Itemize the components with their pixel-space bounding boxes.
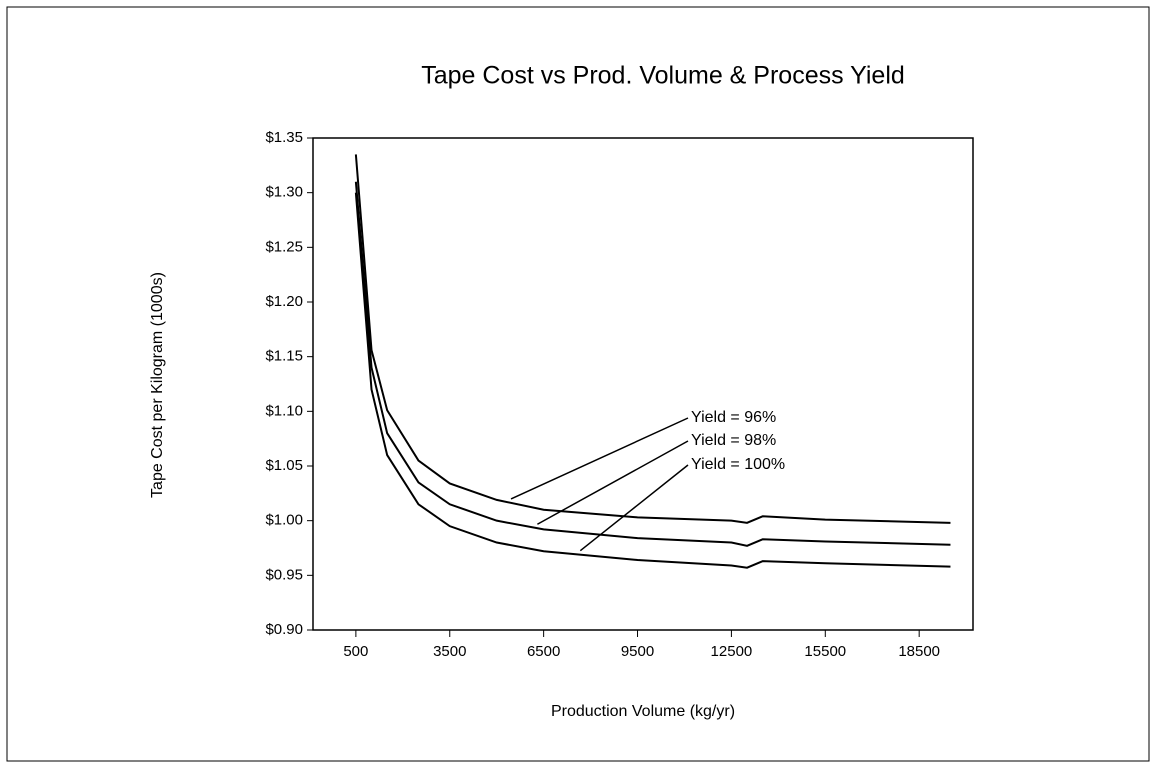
- y-tick-label: $0.90: [265, 621, 303, 638]
- y-tick-label: $1.15: [265, 348, 303, 365]
- y-tick-label: $1.35: [265, 129, 303, 146]
- y-tick-label: $0.95: [265, 566, 303, 583]
- y-tick-label: $1.20: [265, 293, 303, 310]
- series-line: [354, 181, 951, 547]
- plot-area: [312, 137, 974, 631]
- series-line: [354, 192, 951, 569]
- x-tick-label: 500: [343, 643, 368, 660]
- y-tick-label: $1.05: [265, 457, 303, 474]
- leader-line: [537, 440, 689, 525]
- series-label: Yield = 98%: [691, 432, 776, 449]
- x-tick-label: 3500: [433, 643, 466, 660]
- y-tick-label: $1.25: [265, 238, 303, 255]
- series-label: Yield = 96%: [691, 409, 776, 426]
- frame: [6, 6, 1150, 762]
- leader-line: [579, 464, 689, 552]
- x-axis-label: Production Volume (kg/yr): [551, 703, 735, 720]
- series-label: Yield = 100%: [691, 456, 785, 473]
- x-tick-label: 18500: [898, 643, 940, 660]
- x-tick-label: 12500: [711, 643, 753, 660]
- y-axis-label: Tape Cost per Kilogram (1000s): [149, 272, 166, 498]
- x-tick-label: 9500: [621, 643, 654, 660]
- x-tick-label: 6500: [527, 643, 560, 660]
- x-tick-label: 15500: [804, 643, 846, 660]
- series-line: [354, 154, 951, 524]
- y-tick-label: $1.30: [265, 184, 303, 201]
- y-tick-label: $1.00: [265, 512, 303, 529]
- leader-line: [510, 417, 689, 500]
- y-tick-label: $1.10: [265, 402, 303, 419]
- chart-title: Tape Cost vs Prod. Volume & Process Yiel…: [421, 62, 905, 90]
